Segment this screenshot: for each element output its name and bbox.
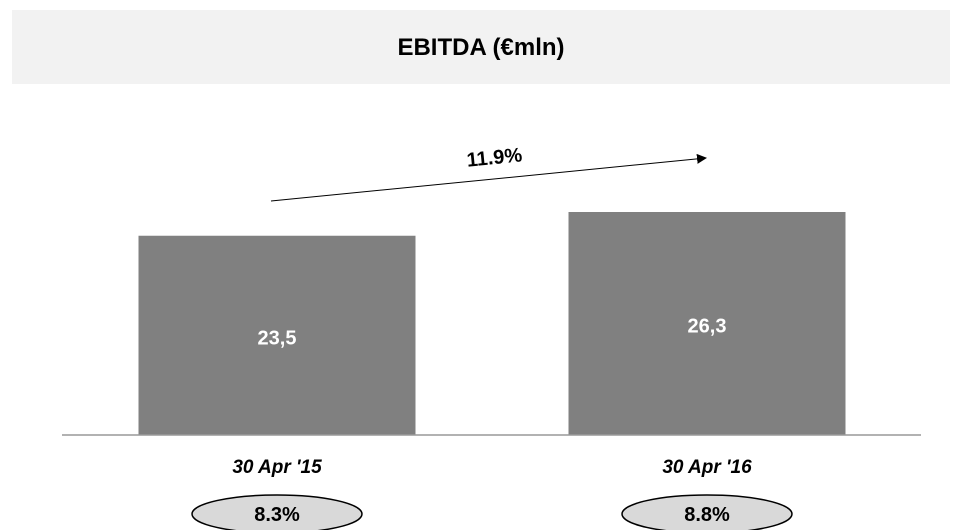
bar-1	[138, 235, 416, 435]
margin-ellipse-2	[621, 494, 793, 530]
growth-arrow	[270, 153, 707, 202]
chart-title: EBITDA (€mln)	[397, 34, 565, 61]
bar-2	[568, 212, 846, 435]
margin-label-2: 8.8%	[684, 504, 730, 526]
growth-label: 11.9%	[466, 144, 524, 171]
bar-value-label-1: 23,5	[258, 327, 297, 349]
category-label-2: 30 Apr '16	[662, 457, 752, 478]
bar-value-label-2: 26,3	[688, 316, 727, 338]
margin-ellipse-1	[191, 494, 363, 530]
title-band: EBITDA (€mln)	[12, 10, 950, 84]
margin-label-1: 8.3%	[254, 504, 300, 526]
category-label-1: 30 Apr '15	[232, 457, 322, 478]
